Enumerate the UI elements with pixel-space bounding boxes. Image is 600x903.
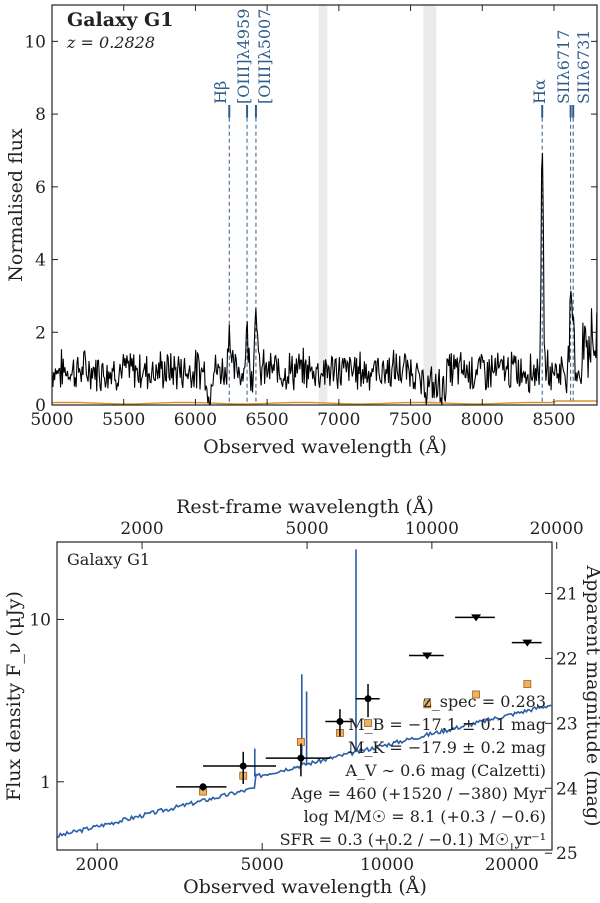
label-oiii-4959: [OIII]λ4959 — [234, 9, 253, 104]
phot-point — [199, 783, 207, 791]
label-sii-6717: SIIλ6717 — [554, 30, 573, 104]
y-tick-label: 10 — [29, 610, 51, 630]
ann-mk: M_K = −17.9 ± 0.2 mag — [348, 738, 546, 757]
phot-point — [297, 754, 305, 762]
phot-upper-limit — [471, 614, 482, 622]
sed-right-y-ticks: 21 22 23 24 25 — [545, 584, 578, 864]
telluric-bands — [318, 5, 437, 405]
mag-tick-label: 22 — [556, 649, 578, 669]
flux-spectrum-line — [51, 153, 598, 406]
x-tick-label: 7000 — [317, 410, 360, 430]
y-tick-label: 4 — [35, 251, 46, 271]
phot-point — [364, 695, 372, 703]
x-tick-label: 8500 — [532, 410, 575, 430]
sed-y-label: Flux density F_ν (μJy) — [3, 591, 25, 801]
observed-photometry-points — [176, 614, 542, 791]
x-tick-label: 5000 — [241, 855, 284, 875]
mag-tick-label: 25 — [556, 844, 578, 864]
spectrum-redshift: z = 0.2828 — [66, 33, 155, 52]
mag-tick-label: 21 — [556, 584, 578, 604]
model-phot-point — [364, 719, 372, 727]
x-tick-label: 10000 — [360, 855, 414, 875]
spectrum-x-ticks: 5000 5500 6000 6500 7000 7500 8000 8500 — [30, 5, 576, 430]
label-halpha: Hα — [530, 79, 549, 104]
spectrum-axes-frame — [51, 4, 598, 406]
sed-right-y-label: Apparent magnitude (mag) — [582, 564, 600, 826]
spectrum-x-label: Observed wavelength (Å) — [203, 436, 447, 458]
ann-mass: log M/M☉ = 8.1 (+0.3 / −0.6) — [304, 807, 546, 826]
sed-x-label: Observed wavelength (Å) — [183, 876, 427, 898]
sed-y-ticks: 10 1 — [29, 610, 64, 793]
top-x-tick-label: 5000 — [285, 519, 328, 539]
spectrum-y-label: Normalised flux — [5, 128, 27, 282]
ann-age: Age = 460 (+1520 / −380) Myr — [290, 784, 546, 803]
x-tick-label: 6000 — [174, 410, 217, 430]
x-tick-label: 6500 — [245, 410, 288, 430]
model-phot-point — [423, 700, 432, 709]
x-tick-label: 20000 — [485, 855, 539, 875]
label-oiii-5007: [OIII]λ5007 — [255, 9, 274, 104]
model-phot-point — [523, 680, 532, 688]
spectrum-panel: 5000 5500 6000 6500 7000 7500 8000 8500 0 2 4 6 8 10… — [5, 4, 598, 458]
sed-panel: 2000 5000 10000 20000 2000 5000 10000 20000 10… — [3, 496, 600, 898]
y-tick-label: 8 — [35, 105, 46, 125]
x-tick-label: 5000 — [30, 410, 73, 430]
ann-zspec: z_spec = 0.283 — [423, 692, 546, 711]
label-sii-6731: SIIλ6731 — [574, 30, 593, 104]
emission-line-markers — [228, 105, 575, 405]
label-hbeta: Hβ — [211, 81, 230, 104]
top-x-tick-label: 10000 — [405, 519, 459, 539]
y-tick-label: 6 — [35, 178, 46, 198]
phot-upper-limit — [522, 639, 533, 647]
y-tick-label: 10 — [24, 32, 46, 52]
sed-axes-frame — [56, 541, 553, 851]
spectrum-title: Galaxy G1 — [67, 9, 174, 31]
phot-point — [239, 762, 247, 770]
y-tick-label: 0 — [35, 396, 46, 416]
ann-mb: M_B = −17.1 ± 0.1 mag — [348, 715, 546, 734]
y-tick-label: 1 — [40, 773, 51, 793]
phot-point — [336, 718, 344, 726]
telluric-band — [423, 5, 437, 405]
x-tick-label: 5500 — [102, 410, 145, 430]
ann-sfr: SFR = 0.3 (+0.2 / −0.1) M☉ yr⁻¹ — [280, 830, 546, 849]
sed-x-ticks: 2000 5000 10000 20000 — [76, 843, 539, 875]
mag-tick-label: 23 — [556, 714, 578, 734]
ann-av: A_V ∼ 0.6 mag (Calzetti) — [344, 761, 546, 780]
top-x-tick-label: 20000 — [530, 519, 584, 539]
sed-top-x-label: Rest-frame wavelength (Å) — [176, 496, 434, 518]
telluric-band — [318, 5, 328, 405]
sed-title: Galaxy G1 — [67, 550, 150, 569]
x-tick-label: 7500 — [389, 410, 432, 430]
y-tick-label: 2 — [35, 323, 46, 343]
spectrum-y-ticks: 0 2 4 6 8 10 — [24, 32, 597, 416]
phot-upper-limit — [422, 652, 433, 660]
mag-tick-label: 24 — [556, 779, 578, 799]
x-tick-label: 8000 — [461, 410, 504, 430]
error-spectrum-line — [51, 400, 597, 405]
top-x-tick-label: 2000 — [120, 519, 163, 539]
sed-model-curve — [56, 549, 552, 838]
model-phot-point — [472, 690, 480, 699]
x-tick-label: 2000 — [76, 855, 119, 875]
sed-top-x-ticks: 2000 5000 10000 20000 — [120, 519, 584, 549]
